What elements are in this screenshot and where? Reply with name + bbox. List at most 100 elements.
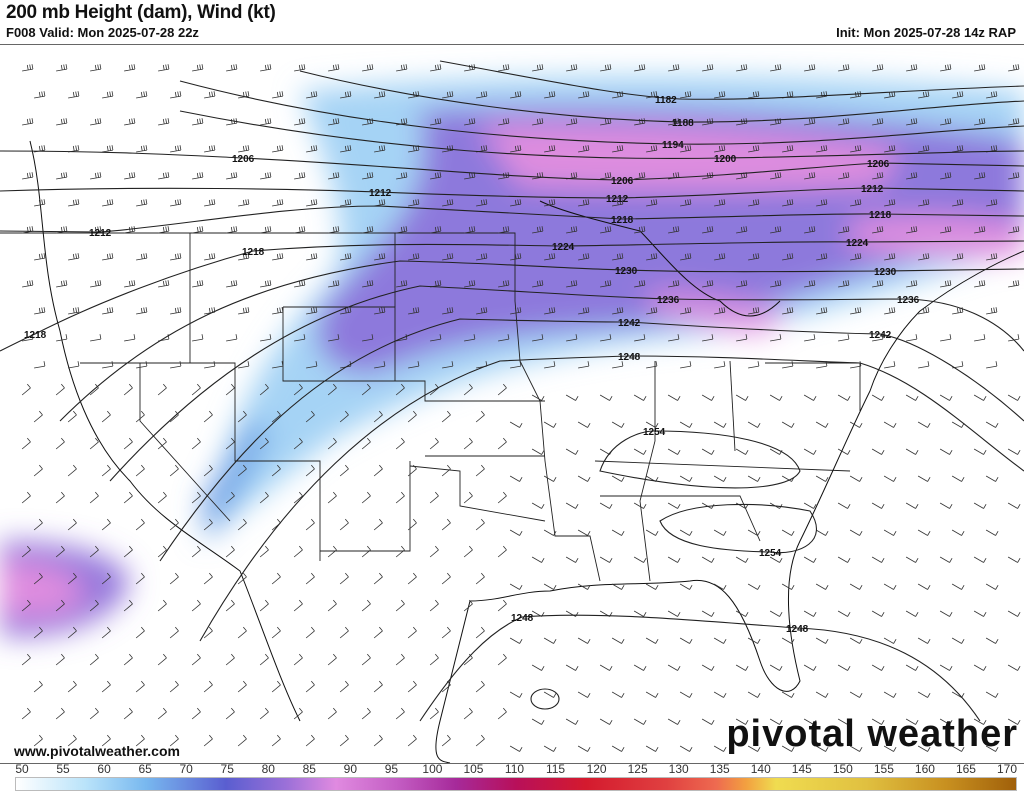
wind-barb [22,226,34,234]
wind-barb [634,280,646,288]
colorbar-tick: 85 [302,762,316,776]
wind-barb [328,334,340,342]
wind-barb [294,334,306,342]
wind-barb [701,610,715,617]
wind-barb [374,253,386,261]
wind-barb [135,410,145,423]
wind-barb [56,118,68,126]
wind-barb [884,253,896,261]
wind-barb [429,653,439,666]
wind-barb [735,556,749,563]
colorbar-tick: 75 [220,762,234,776]
wind-barb [543,529,557,536]
wind-barb [611,421,625,428]
wind-barb [646,145,658,153]
wind-barb [192,118,204,126]
wind-barb [667,448,681,455]
wind-barb [407,680,417,693]
wind-barb [713,529,727,536]
wind-barb [747,475,761,482]
wind-barb [191,383,201,396]
wind-barb [475,572,485,585]
wind-barb [837,394,851,401]
wind-barb [89,491,99,504]
wind-barb [89,437,99,450]
wind-barb [905,394,919,401]
init-time: Init: Mon 2025-07-28 14z RAP [836,25,1016,40]
wind-barb [102,91,114,99]
wind-barb [974,172,986,180]
wind-barb [339,410,349,423]
wind-barb [939,394,953,401]
wind-barb [191,437,201,450]
wind-barb [90,118,102,126]
wind-barb [362,280,374,288]
wind-barb [872,334,884,342]
wind-barb [407,734,417,747]
wind-barb [702,118,714,126]
wind-barb [735,718,749,725]
map-title: 200 mb Height (dam), Wind (kt) [6,2,276,23]
wind-barb [781,637,795,644]
wind-barb [373,410,383,423]
coastlines [29,140,1024,763]
wind-barb [429,437,439,450]
wind-barb [259,653,269,666]
colorbar-tick: 150 [832,762,853,776]
wind-barb [259,437,269,450]
wind-barb [974,118,986,126]
wind-barb [578,91,590,99]
wind-barb [203,680,213,693]
wind-barb [1008,64,1020,72]
weather-map[interactable]: 1182 1188 1194 1200 1206 1206 1206 1212 … [0,44,1024,764]
wind-barb [238,91,250,99]
wind-barb [679,529,693,536]
wind-barb [271,680,281,693]
wind-barb [272,307,284,315]
contour-label: 1248 [786,624,809,635]
wind-barb [1007,394,1021,401]
wind-barb [884,307,896,315]
wind-barb [986,307,998,315]
wind-barb [736,226,748,234]
wind-barb [565,394,579,401]
wind-barb [646,361,658,369]
wind-barb [442,91,454,99]
website-url[interactable]: www.pivotalweather.com [14,743,180,759]
wind-barb [781,691,795,698]
wind-barb [102,361,114,369]
wind-barb [225,545,235,558]
wind-barb [849,583,863,590]
wind-barb [22,64,34,72]
wind-barb [770,226,782,234]
colorbar-ticks: 50 55 60 65 70 75 80 85 90 95 100 105 110 115 120 125 13… [10,762,1020,776]
wind-barb [747,421,761,428]
wind-barb [396,64,408,72]
wind-barb [101,518,111,531]
wind-barb [305,734,315,747]
wind-barb [531,502,545,509]
wind-barb [634,172,646,180]
wind-barb [803,502,817,509]
wind-barb [305,464,315,477]
wind-barb [157,545,167,558]
wind-barb [906,64,918,72]
wind-barb [646,253,658,261]
wind-barb [612,145,624,153]
wind-barb [476,307,488,315]
wind-barb [475,518,485,531]
colorbar-tick: 145 [791,762,812,776]
wind-barb [770,118,782,126]
wind-barb [191,599,201,612]
wind-barb [769,718,783,725]
wind-barb [293,599,303,612]
wind-barb [986,253,998,261]
wind-barb [192,172,204,180]
wind-barb [361,491,371,504]
wind-barb [940,64,952,72]
wind-barb [34,253,46,261]
wind-barb [362,334,374,342]
wind-barb [237,572,247,585]
wind-barb [769,394,783,401]
wind-barb [430,280,442,288]
